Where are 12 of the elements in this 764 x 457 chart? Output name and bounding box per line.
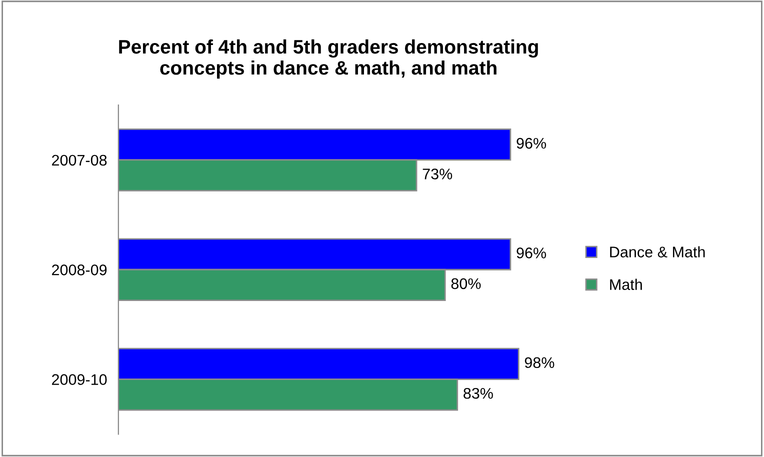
data-label: 73% (422, 168, 452, 180)
data-label: 83% (464, 388, 493, 399)
legend-label: Math (610, 278, 642, 290)
y-tick-label: 2008-09 (52, 264, 107, 276)
legend-label: Dance & Math (610, 246, 705, 258)
y-tick-label: 2009-10 (52, 374, 107, 385)
data-label: 96% (516, 138, 546, 149)
data-label: 96% (516, 248, 546, 258)
y-tick-label: 2007-08 (52, 154, 107, 166)
chart-title: Percent of 4th and 5th graders demonstrating concepts in dance & math, and math (119, 39, 538, 79)
data-label: 80% (451, 278, 481, 290)
data-label: 98% (524, 357, 554, 368)
